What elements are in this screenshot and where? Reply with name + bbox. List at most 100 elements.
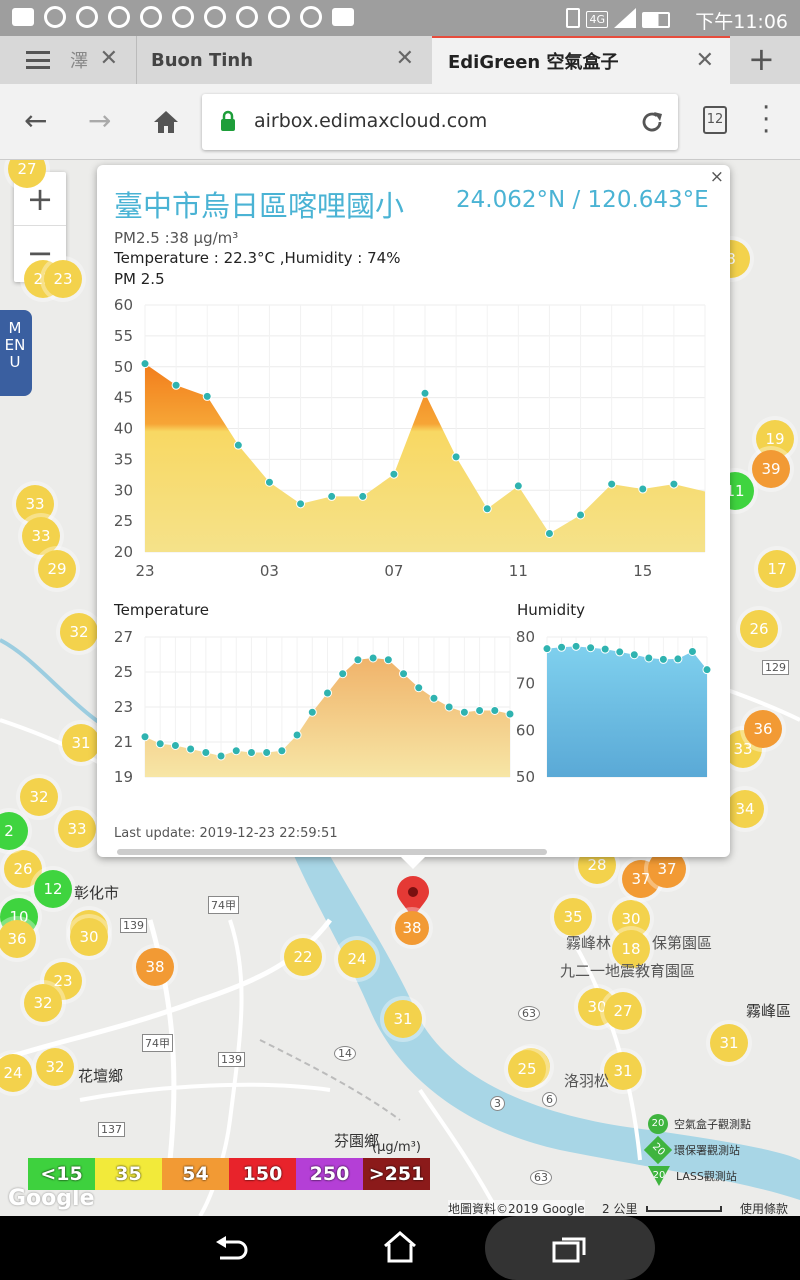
sensor-marker[interactable]: 36 xyxy=(744,710,782,748)
sensor-marker[interactable]: 30 xyxy=(70,918,108,956)
notification-icons xyxy=(12,6,354,28)
sensor-marker[interactable]: 22 xyxy=(284,938,322,976)
reload-icon[interactable] xyxy=(640,110,664,134)
data-point xyxy=(292,730,302,740)
signal-icon xyxy=(614,8,636,28)
data-point xyxy=(389,469,399,479)
tab-buon-tinh[interactable]: Buon Tinh ✕ xyxy=(136,36,430,84)
sensor-marker[interactable]: 26 xyxy=(740,610,778,648)
sensor-marker[interactable]: 23 xyxy=(44,260,82,298)
sensor-marker[interactable]: 38 xyxy=(136,948,174,986)
sensor-marker[interactable]: 33 xyxy=(58,810,96,848)
sensor-marker[interactable]: 24 xyxy=(0,1054,32,1092)
recents-nav-button[interactable] xyxy=(485,1216,655,1280)
tab-label: Buon Tinh xyxy=(151,49,254,71)
close-icon[interactable]: ✕ xyxy=(695,48,714,73)
data-point xyxy=(170,741,180,750)
road-label: 63 xyxy=(518,1006,540,1021)
legend-cell: 150 xyxy=(229,1158,296,1190)
sensor-marker[interactable]: 33 xyxy=(22,517,60,555)
menu-button[interactable]: MENU xyxy=(0,310,32,396)
road-label: 3 xyxy=(490,1096,505,1111)
y-tick-label: 30 xyxy=(114,481,133,499)
data-point xyxy=(246,748,256,757)
sensor-marker[interactable]: 32 xyxy=(20,778,58,816)
data-point xyxy=(542,644,552,654)
temperature-chart-title: Temperature xyxy=(114,601,210,619)
selected-sensor-value[interactable]: 38 xyxy=(395,911,429,945)
data-point xyxy=(323,688,332,698)
sensor-marker[interactable]: 17 xyxy=(758,550,796,588)
data-point xyxy=(231,746,241,756)
legend-cell: >251 xyxy=(363,1158,430,1190)
sensor-marker[interactable]: 31 xyxy=(384,1000,422,1038)
back-arrow-icon[interactable]: ← xyxy=(24,104,48,137)
tab-hidden[interactable]: 澤 ✕ xyxy=(62,36,132,84)
url-field[interactable]: airbox.edimaxcloud.com xyxy=(202,94,678,150)
selected-marker[interactable] xyxy=(396,876,430,920)
sensor-marker[interactable]: 33 xyxy=(16,485,54,523)
x-tick-label: 15 xyxy=(633,562,652,580)
data-point xyxy=(202,391,212,401)
sensor-marker[interactable]: 18 xyxy=(612,930,650,968)
data-point xyxy=(383,655,393,665)
sensor-marker[interactable]: 32 xyxy=(36,1048,74,1086)
sensor-info-popup: 臺中市烏日區喀哩國小 24.062°N / 120.643°E × PM2.5 … xyxy=(97,165,730,869)
data-point xyxy=(505,709,515,719)
close-icon[interactable]: ✕ xyxy=(99,46,118,71)
tab-switcher-button[interactable]: 12 xyxy=(703,106,727,134)
tab-menu-icon[interactable] xyxy=(26,51,50,69)
popup-title: 臺中市烏日區喀哩國小 xyxy=(114,189,405,223)
sensor-marker[interactable]: 34 xyxy=(726,790,764,828)
sensor-marker[interactable]: 36 xyxy=(0,920,36,958)
tab-edigreen[interactable]: EdiGreen 空氣盒子 ✕ xyxy=(432,36,730,84)
sensor-marker[interactable]: 31 xyxy=(604,1052,642,1090)
battery-icon xyxy=(642,12,670,28)
sensor-marker[interactable]: 32 xyxy=(60,613,98,651)
home-icon[interactable] xyxy=(153,110,179,134)
url-text: airbox.edimaxcloud.com xyxy=(254,110,488,132)
close-icon[interactable]: ✕ xyxy=(395,46,414,71)
y-tick-label: 25 xyxy=(114,663,133,681)
data-point xyxy=(702,665,712,675)
y-tick-label: 45 xyxy=(114,389,133,407)
forward-arrow-icon[interactable]: → xyxy=(88,104,112,137)
data-point xyxy=(644,653,654,663)
y-tick-label: 40 xyxy=(114,420,133,438)
back-nav-icon[interactable] xyxy=(212,1234,248,1264)
app-notification-icon xyxy=(268,6,290,28)
data-point xyxy=(327,491,337,501)
map-scale: 2 公里 xyxy=(602,1202,638,1216)
road-label: 137 xyxy=(98,1122,125,1137)
app-notification-icon xyxy=(108,6,130,28)
data-point xyxy=(186,744,196,754)
data-point xyxy=(420,388,430,398)
sensor-marker[interactable]: 31 xyxy=(62,724,100,762)
new-tab-button[interactable]: + xyxy=(748,40,775,78)
area-fill xyxy=(547,646,707,777)
sensor-marker[interactable]: 35 xyxy=(554,898,592,936)
place-label: 保第園區 xyxy=(652,934,713,952)
sensor-marker[interactable]: 24 xyxy=(338,940,376,978)
sensor-marker[interactable]: 12 xyxy=(34,870,72,908)
close-icon[interactable]: × xyxy=(709,167,724,187)
y-tick-label: 19 xyxy=(114,768,133,786)
road-label: 139 xyxy=(120,918,147,933)
app-notification-icon xyxy=(76,6,98,28)
sensor-marker[interactable]: 32 xyxy=(24,984,62,1022)
popup-scrollbar[interactable] xyxy=(117,849,547,855)
data-point xyxy=(368,653,378,663)
y-tick-label: 50 xyxy=(516,768,535,786)
home-nav-icon[interactable] xyxy=(382,1230,418,1264)
sensor-marker[interactable]: 27 xyxy=(604,992,642,1030)
data-point xyxy=(216,751,226,761)
sensor-marker[interactable]: 39 xyxy=(752,450,790,488)
app-notification-icon xyxy=(300,6,322,28)
sensor-marker[interactable]: 31 xyxy=(710,1024,748,1062)
more-menu-icon[interactable]: · · · xyxy=(762,93,771,147)
area-fill xyxy=(145,363,705,552)
terms-link[interactable]: 使用條款 xyxy=(740,1202,789,1216)
sensor-marker[interactable]: 29 xyxy=(38,550,76,588)
place-label: 霧峰區 xyxy=(746,1002,792,1020)
sensor-marker[interactable]: 25 xyxy=(508,1050,546,1088)
